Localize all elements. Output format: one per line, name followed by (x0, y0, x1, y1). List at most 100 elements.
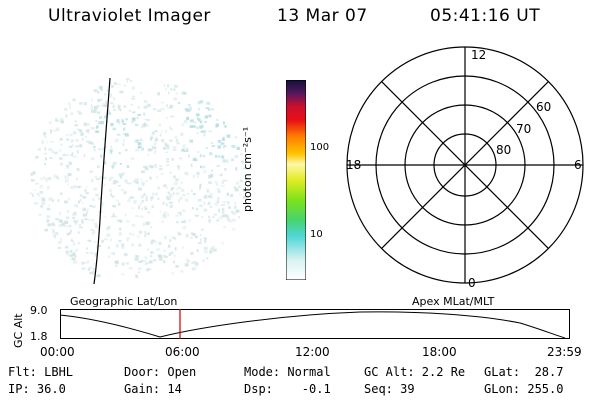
uv-pixel (104, 161, 106, 165)
uv-pixel (66, 232, 71, 236)
uv-pixel (158, 254, 163, 258)
uv-pixel (160, 129, 163, 133)
uv-pixel (131, 120, 135, 124)
uv-pixel (92, 230, 96, 234)
uv-pixel (94, 254, 99, 257)
uv-pixel (138, 260, 142, 263)
uv-pixel (215, 123, 219, 126)
uv-pixel (205, 194, 208, 197)
uv-pixel (93, 187, 97, 191)
uv-pixel (83, 268, 86, 270)
uv-pixel (223, 226, 226, 229)
uv-pixel (73, 260, 77, 264)
uv-pixel (101, 239, 104, 243)
uv-pixel (199, 234, 202, 236)
time-label: 05:41:16 UT (430, 6, 541, 26)
uv-pixel (169, 204, 173, 208)
uv-pixel (59, 118, 64, 121)
uv-pixel (32, 193, 34, 197)
uv-pixel (67, 176, 69, 180)
uv-pixel (151, 132, 155, 136)
uv-pixel (199, 100, 204, 104)
uv-pixel (144, 118, 148, 121)
uv-pixel (209, 152, 213, 156)
uv-pixel (84, 102, 87, 106)
uv-pixel (121, 120, 124, 123)
uv-pixel (68, 161, 72, 166)
uv-pixel (97, 90, 100, 94)
uv-pixel (90, 142, 95, 145)
uv-pixel (35, 156, 39, 159)
uv-pixel (62, 153, 66, 157)
uv-pixel (222, 159, 226, 163)
timeline-frame (60, 309, 570, 339)
uv-pixel (240, 180, 243, 182)
uv-pixel (93, 145, 96, 148)
uv-pixel (71, 143, 74, 147)
uv-pixel (79, 198, 82, 202)
uv-pixel (149, 260, 152, 263)
uv-pixel (129, 80, 133, 82)
uv-pixel (76, 128, 80, 131)
uv-pixel (66, 165, 70, 169)
uv-pixel (114, 215, 118, 218)
uv-pixel (221, 204, 226, 206)
uv-pixel (189, 120, 194, 123)
uv-pixel (175, 192, 180, 196)
uv-pixel (199, 204, 203, 207)
uv-pixel (209, 205, 212, 208)
uv-pixel (172, 146, 177, 149)
uv-pixel (169, 193, 173, 196)
uv-pixel (174, 84, 178, 89)
uv-pixel (121, 245, 125, 249)
uv-pixel (76, 168, 80, 171)
uv-pixel (44, 152, 47, 155)
uv-pixel (157, 92, 160, 96)
uv-pixel (44, 147, 47, 151)
uv-pixel (70, 257, 74, 260)
uv-pixel (193, 235, 196, 237)
uv-pixel (45, 178, 48, 182)
uv-pixel (30, 173, 34, 175)
uv-pixel (119, 109, 122, 112)
uv-pixel (70, 250, 73, 253)
uv-pixel (208, 175, 212, 179)
uv-pixel (243, 167, 247, 170)
uv-pixel (81, 202, 85, 205)
uv-pixel (73, 131, 77, 135)
uv-pixel (38, 194, 41, 197)
uv-pixel (91, 232, 94, 236)
uv-pixel (164, 142, 168, 146)
uv-pixel (160, 173, 164, 175)
uv-pixel (77, 185, 82, 188)
uv-pixel (132, 233, 135, 236)
uv-pixel (242, 188, 247, 192)
uv-pixel (209, 173, 214, 178)
uv-pixel (70, 238, 73, 241)
uv-pixel (98, 245, 101, 247)
uv-pixel (110, 102, 114, 105)
uv-pixel (57, 247, 62, 249)
uv-pixel (74, 255, 77, 258)
uv-pixel (177, 187, 181, 189)
uv-pixel (75, 145, 79, 148)
uv-pixel (119, 227, 122, 231)
uv-pixel (164, 236, 167, 240)
uv-pixel (91, 219, 95, 222)
uv-pixel (54, 151, 58, 155)
uv-pixel (74, 221, 78, 225)
uv-pixel (163, 84, 166, 87)
uv-pixel (182, 226, 187, 230)
uv-pixel (52, 198, 55, 201)
uv-pixel (157, 109, 162, 112)
uv-pixel (222, 145, 225, 150)
uv-pixel (83, 122, 87, 126)
uv-pixel (39, 177, 44, 181)
uv-pixel (124, 213, 127, 217)
uv-pixel (167, 244, 171, 248)
uv-pixel (205, 147, 208, 149)
uv-pixel (41, 201, 46, 205)
uv-pixel (109, 188, 113, 192)
uv-pixel (144, 167, 149, 171)
uv-pixel (159, 133, 162, 137)
